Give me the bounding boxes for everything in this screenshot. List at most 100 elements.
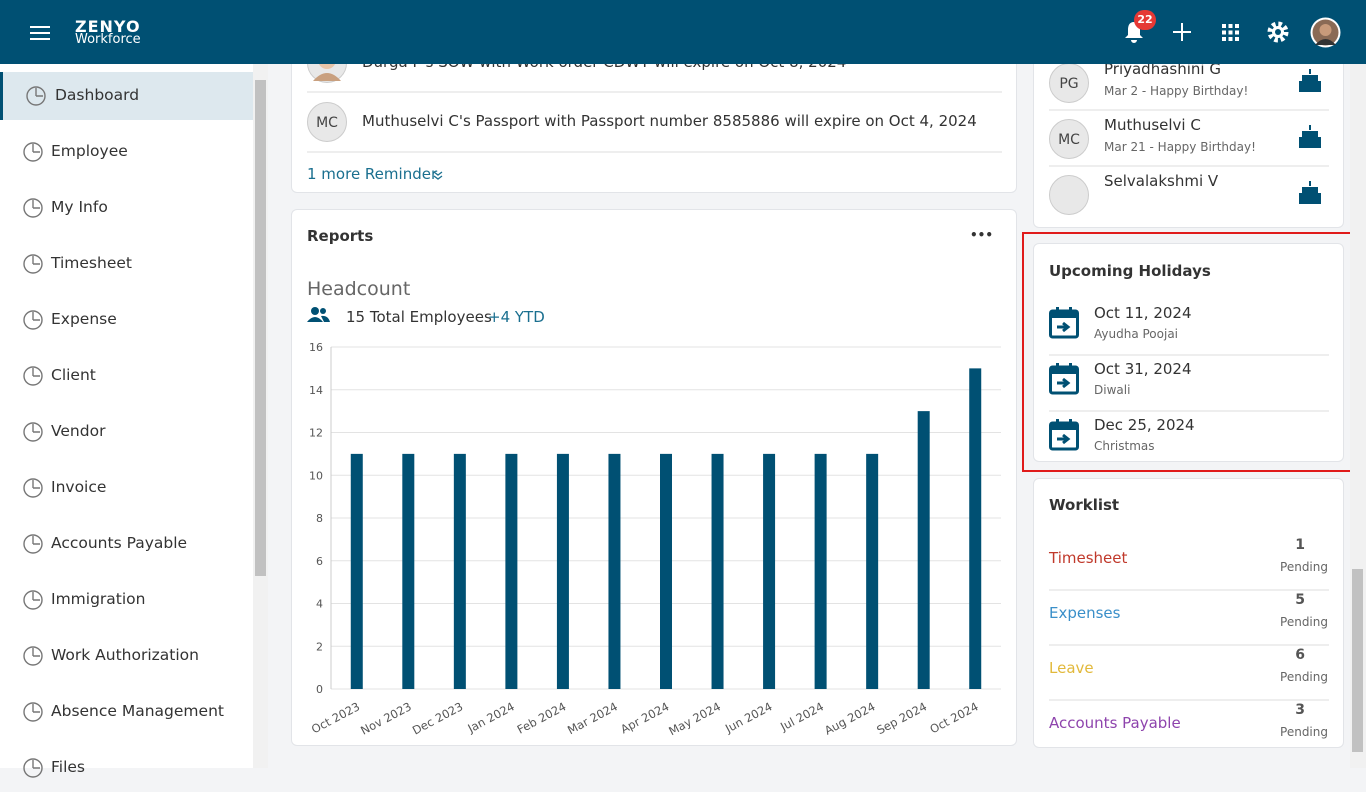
more-menu[interactable]: ••• (970, 228, 994, 242)
worklist-count: 1 (1295, 537, 1305, 553)
holiday-name: Christmas (1094, 439, 1155, 453)
holidays-card: Upcoming Holidays Oct 11, 2024 Ayudha Poo… (1033, 243, 1344, 462)
birthday-note: Mar 21 - Happy Birthday! (1104, 140, 1256, 154)
holidays-title: Upcoming Holidays (1049, 262, 1211, 280)
menu-button[interactable] (30, 26, 50, 40)
bar (763, 453, 776, 689)
y-tick-label: 12 (309, 427, 323, 440)
y-tick-label: 8 (316, 512, 323, 525)
scrollbar (253, 64, 268, 768)
cake-icon (1299, 69, 1321, 92)
separator (307, 151, 1002, 153)
bar (556, 453, 569, 689)
x-tick-label: Apr 2024 (618, 699, 671, 736)
x-tick-label: Oct 2024 (927, 699, 980, 736)
nav-item[interactable]: Immigration (0, 576, 253, 624)
nav-label[interactable]: Accounts Payable (51, 534, 188, 552)
holiday-date: Dec 25, 2024 (1094, 416, 1195, 434)
nav-label[interactable]: Client (51, 366, 96, 384)
bar (505, 453, 518, 689)
nav-item[interactable]: Absence Management (0, 688, 253, 736)
x-tick-label: Aug 2024 (822, 699, 877, 737)
reminder-text: Muthuselvi C's Passport with Passport nu… (362, 112, 977, 130)
nav-icon (26, 86, 46, 106)
apps-button[interactable] (1222, 24, 1239, 41)
nav-item[interactable]: Employee (0, 128, 253, 176)
nav-icon (23, 702, 43, 722)
avatar (1049, 175, 1089, 215)
nav-label[interactable]: Timesheet (51, 254, 132, 272)
nav-item[interactable]: Work Authorization (0, 632, 253, 680)
worklist-status: Pending (1280, 725, 1328, 739)
calendar-icon (1049, 363, 1079, 395)
worklist-item[interactable]: Expenses (1049, 604, 1121, 622)
y-tick-label: 14 (309, 384, 323, 397)
calendar-icon (1049, 307, 1079, 339)
nav-label[interactable]: Employee (51, 142, 128, 160)
nav-icon (23, 254, 43, 274)
bar (608, 453, 621, 689)
add-button[interactable] (1173, 23, 1191, 41)
nav-item[interactable]: My Info (0, 184, 253, 232)
nav-item[interactable]: Accounts Payable (0, 520, 253, 568)
birthday-note: Mar 2 - Happy Birthday! (1104, 84, 1249, 98)
initials: MC (316, 115, 338, 131)
settings-button[interactable] (1267, 21, 1289, 43)
avatar: MC (307, 102, 347, 142)
x-tick-label: Oct 2023 (309, 699, 362, 736)
initials: PG (1059, 76, 1078, 92)
y-tick-label: 10 (309, 469, 323, 482)
nav-label[interactable]: My Info (51, 198, 108, 216)
chart-title: Headcount (307, 278, 411, 300)
separator (1049, 589, 1329, 591)
worklist-item[interactable]: Leave (1049, 659, 1094, 677)
holiday-date: Oct 11, 2024 (1094, 304, 1192, 322)
avatar: MC (1049, 119, 1089, 159)
separator (1049, 165, 1329, 167)
bar (917, 411, 930, 689)
y-tick-label: 16 (309, 341, 323, 354)
calendar-icon (1049, 419, 1079, 451)
nav-label[interactable]: Work Authorization (51, 646, 199, 664)
scrollbar (1350, 64, 1366, 768)
nav-item[interactable]: Vendor (0, 408, 253, 456)
worklist-title: Worklist (1049, 496, 1120, 514)
nav-item[interactable]: Dashboard (0, 72, 253, 120)
nav-icon (23, 422, 43, 442)
holiday-date: Oct 31, 2024 (1094, 360, 1192, 378)
cake-icon (1299, 125, 1321, 148)
nav-icon (23, 198, 43, 218)
nav-label[interactable]: Expense (51, 310, 117, 328)
cake-icon (1299, 181, 1321, 204)
nav-item[interactable]: Expense (0, 296, 253, 344)
nav-item[interactable]: Files (0, 744, 253, 792)
worklist-count: 5 (1295, 592, 1305, 608)
people-icon (307, 307, 330, 322)
bar (350, 453, 363, 689)
separator (1049, 410, 1329, 412)
nav-label[interactable]: Dashboard (55, 86, 140, 104)
nav-icon (23, 646, 43, 666)
bar (866, 453, 879, 689)
nav-label[interactable]: Absence Management (51, 702, 224, 720)
nav-icon (23, 590, 43, 610)
nav-item[interactable]: Timesheet (0, 240, 253, 288)
y-tick-label: 6 (316, 555, 323, 568)
worklist-item[interactable]: Accounts Payable (1049, 714, 1181, 732)
nav-item[interactable]: Invoice (0, 464, 253, 512)
nav-item[interactable]: Client (0, 352, 253, 400)
worklist-item[interactable]: Timesheet (1049, 549, 1128, 567)
nav-label[interactable]: Invoice (51, 478, 107, 496)
avatar[interactable] (1310, 17, 1341, 48)
sidebar: Dashboard Employee My Info Timesheet Expense… (0, 64, 253, 778)
more-reminders[interactable]: 1 more Reminder (307, 165, 438, 183)
x-tick-label: Dec 2023 (410, 699, 465, 737)
nav-label[interactable]: Vendor (51, 422, 106, 440)
nav-label[interactable]: Files (51, 758, 86, 776)
bar (453, 453, 466, 689)
nav-label[interactable]: Immigration (51, 590, 146, 608)
x-tick-label: Mar 2024 (565, 699, 620, 737)
separator (1049, 644, 1329, 646)
logo[interactable]: ZENYO (75, 17, 141, 36)
